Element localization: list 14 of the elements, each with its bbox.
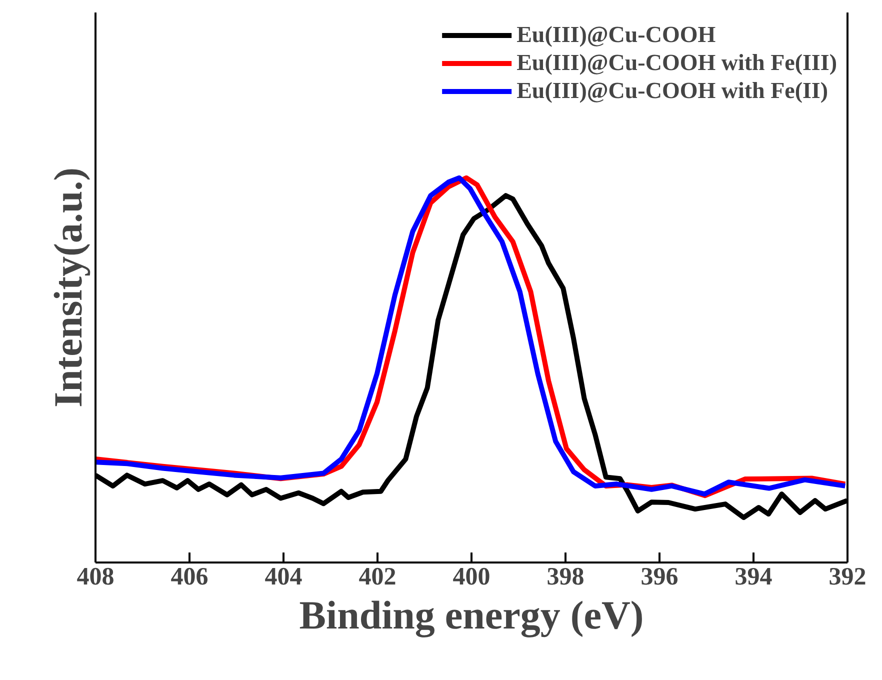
x-tick-label: 400 [452, 564, 490, 590]
legend-label: Eu(III)@Cu-COOH with Fe(III) [516, 50, 837, 76]
x-tick-label: 392 [828, 564, 866, 590]
x-tick-label: 406 [170, 564, 208, 590]
x-axis-title: Binding energy (eV) [299, 592, 644, 638]
x-tick-label: 404 [264, 564, 303, 590]
x-tick-label: 408 [76, 564, 114, 590]
x-tick-label: 398 [546, 564, 584, 590]
x-tick-label: 396 [640, 564, 678, 590]
legend-label: Eu(III)@Cu-COOH [516, 22, 716, 48]
x-tick-label: 394 [734, 564, 773, 590]
x-tick-label: 402 [358, 564, 396, 590]
y-axis-title: Intensity(a.u.) [46, 167, 90, 408]
legend-label: Eu(III)@Cu-COOH with Fe(II) [516, 78, 828, 104]
